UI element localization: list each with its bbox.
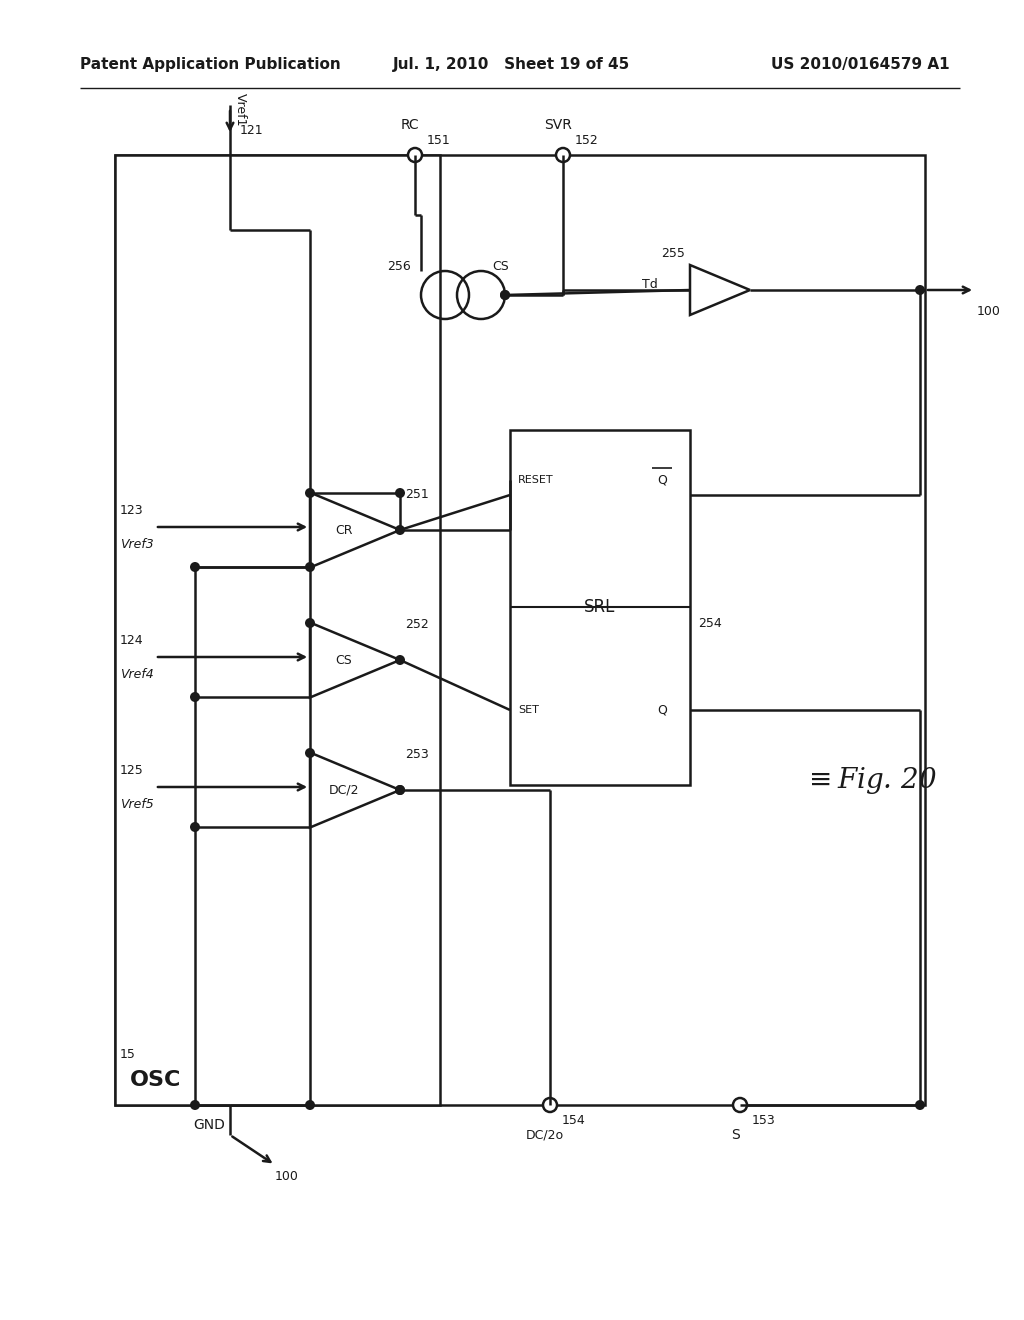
Text: S: S	[731, 1129, 739, 1142]
Circle shape	[395, 525, 406, 535]
Text: OSC: OSC	[130, 1071, 181, 1090]
Circle shape	[305, 618, 315, 628]
Text: Vref3: Vref3	[120, 539, 154, 550]
Text: Vref1: Vref1	[234, 94, 247, 127]
Text: 253: 253	[406, 747, 429, 760]
Circle shape	[395, 785, 406, 795]
Text: 125: 125	[120, 763, 143, 776]
Circle shape	[190, 692, 200, 702]
Text: 256: 256	[387, 260, 411, 273]
Text: 123: 123	[120, 503, 143, 516]
Circle shape	[395, 655, 406, 665]
Text: 100: 100	[977, 305, 1000, 318]
Text: 151: 151	[427, 133, 451, 147]
Text: Jul. 1, 2010   Sheet 19 of 45: Jul. 1, 2010 Sheet 19 of 45	[393, 58, 631, 73]
Text: 251: 251	[406, 487, 429, 500]
Text: $\equiv$Fig. 20: $\equiv$Fig. 20	[803, 764, 937, 796]
Text: CR: CR	[335, 524, 352, 536]
Text: CS: CS	[336, 653, 352, 667]
Bar	[115, 154, 440, 1105]
Text: 15: 15	[120, 1048, 136, 1061]
Circle shape	[305, 488, 315, 498]
Text: Vref5: Vref5	[120, 799, 154, 810]
Text: 154: 154	[562, 1114, 586, 1126]
Text: 153: 153	[752, 1114, 776, 1126]
Circle shape	[915, 1100, 925, 1110]
Text: 254: 254	[698, 616, 722, 630]
Circle shape	[500, 290, 510, 300]
Text: 255: 255	[662, 247, 685, 260]
Circle shape	[395, 785, 406, 795]
Text: 152: 152	[575, 133, 599, 147]
Circle shape	[500, 290, 510, 300]
Text: 121: 121	[240, 124, 263, 136]
Circle shape	[395, 488, 406, 498]
Text: RESET: RESET	[518, 475, 554, 484]
Circle shape	[305, 562, 315, 572]
Circle shape	[915, 285, 925, 294]
Text: RC: RC	[400, 117, 419, 132]
Circle shape	[190, 562, 200, 572]
Text: DC/2o: DC/2o	[526, 1129, 564, 1142]
Text: Td: Td	[642, 279, 657, 292]
Circle shape	[190, 822, 200, 832]
Text: Vref4: Vref4	[120, 668, 154, 681]
Text: CS: CS	[492, 260, 509, 273]
Circle shape	[556, 148, 570, 162]
Text: Patent Application Publication: Patent Application Publication	[80, 58, 341, 73]
Text: GND: GND	[194, 1118, 225, 1133]
Text: 252: 252	[406, 618, 429, 631]
Text: US 2010/0164579 A1: US 2010/0164579 A1	[771, 58, 950, 73]
Text: Q: Q	[657, 704, 667, 717]
Text: 124: 124	[120, 634, 143, 647]
Circle shape	[190, 1100, 200, 1110]
Circle shape	[543, 1098, 557, 1111]
Bar	[510, 430, 690, 785]
Bar	[115, 154, 925, 1105]
Circle shape	[408, 148, 422, 162]
Text: SRL: SRL	[585, 598, 615, 616]
Text: SET: SET	[518, 705, 539, 715]
Text: Q: Q	[657, 474, 667, 487]
Circle shape	[305, 1100, 315, 1110]
Text: DC/2: DC/2	[329, 784, 359, 796]
Circle shape	[305, 748, 315, 758]
Circle shape	[733, 1098, 746, 1111]
Text: SVR: SVR	[544, 117, 572, 132]
Text: 100: 100	[275, 1170, 299, 1183]
